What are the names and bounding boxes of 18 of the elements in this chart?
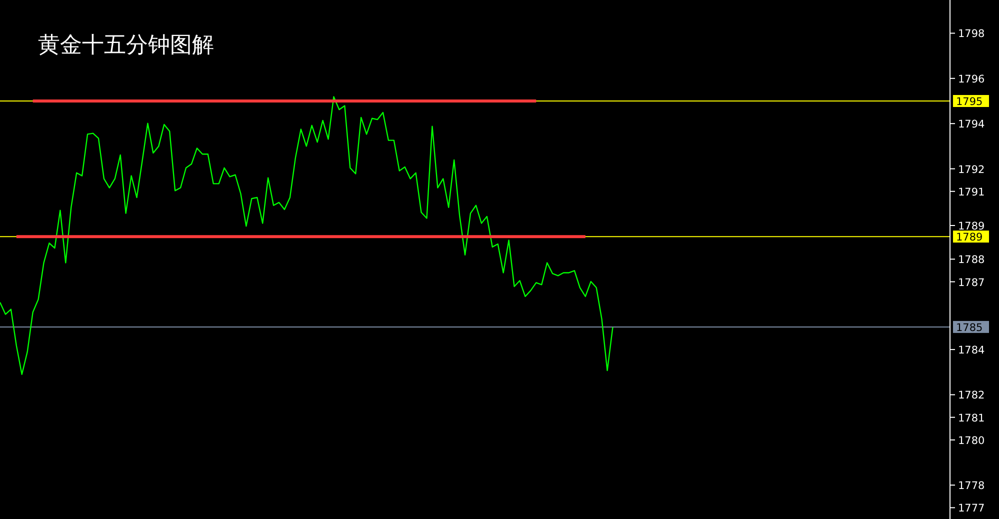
y-tick-label: 1777: [958, 502, 985, 515]
line-series: [0, 96, 614, 375]
ref-line-label: 1795: [956, 96, 983, 108]
y-tick-label: 1789: [958, 220, 985, 232]
y-tick-label: 1782: [958, 390, 985, 402]
y-tick-label: 1796: [958, 73, 986, 86]
y-tick-label: 1788: [958, 254, 985, 266]
y-tick-label: 1784: [958, 344, 986, 357]
y-tick-label: 1780: [958, 434, 985, 447]
text: 黄金十五分钟图解: [38, 33, 214, 58]
y-tick-label: 1787: [958, 276, 985, 289]
y-tick-label: 1794: [958, 118, 986, 131]
y-tick-label: 1781: [958, 412, 985, 424]
y-tick-label: 1792: [958, 164, 985, 176]
y-tick-label: 1778: [958, 480, 985, 492]
y-tick-label: 1791: [958, 186, 985, 198]
ref-line-label: 1785: [956, 322, 983, 334]
y-tick-label: 1798: [958, 28, 985, 40]
